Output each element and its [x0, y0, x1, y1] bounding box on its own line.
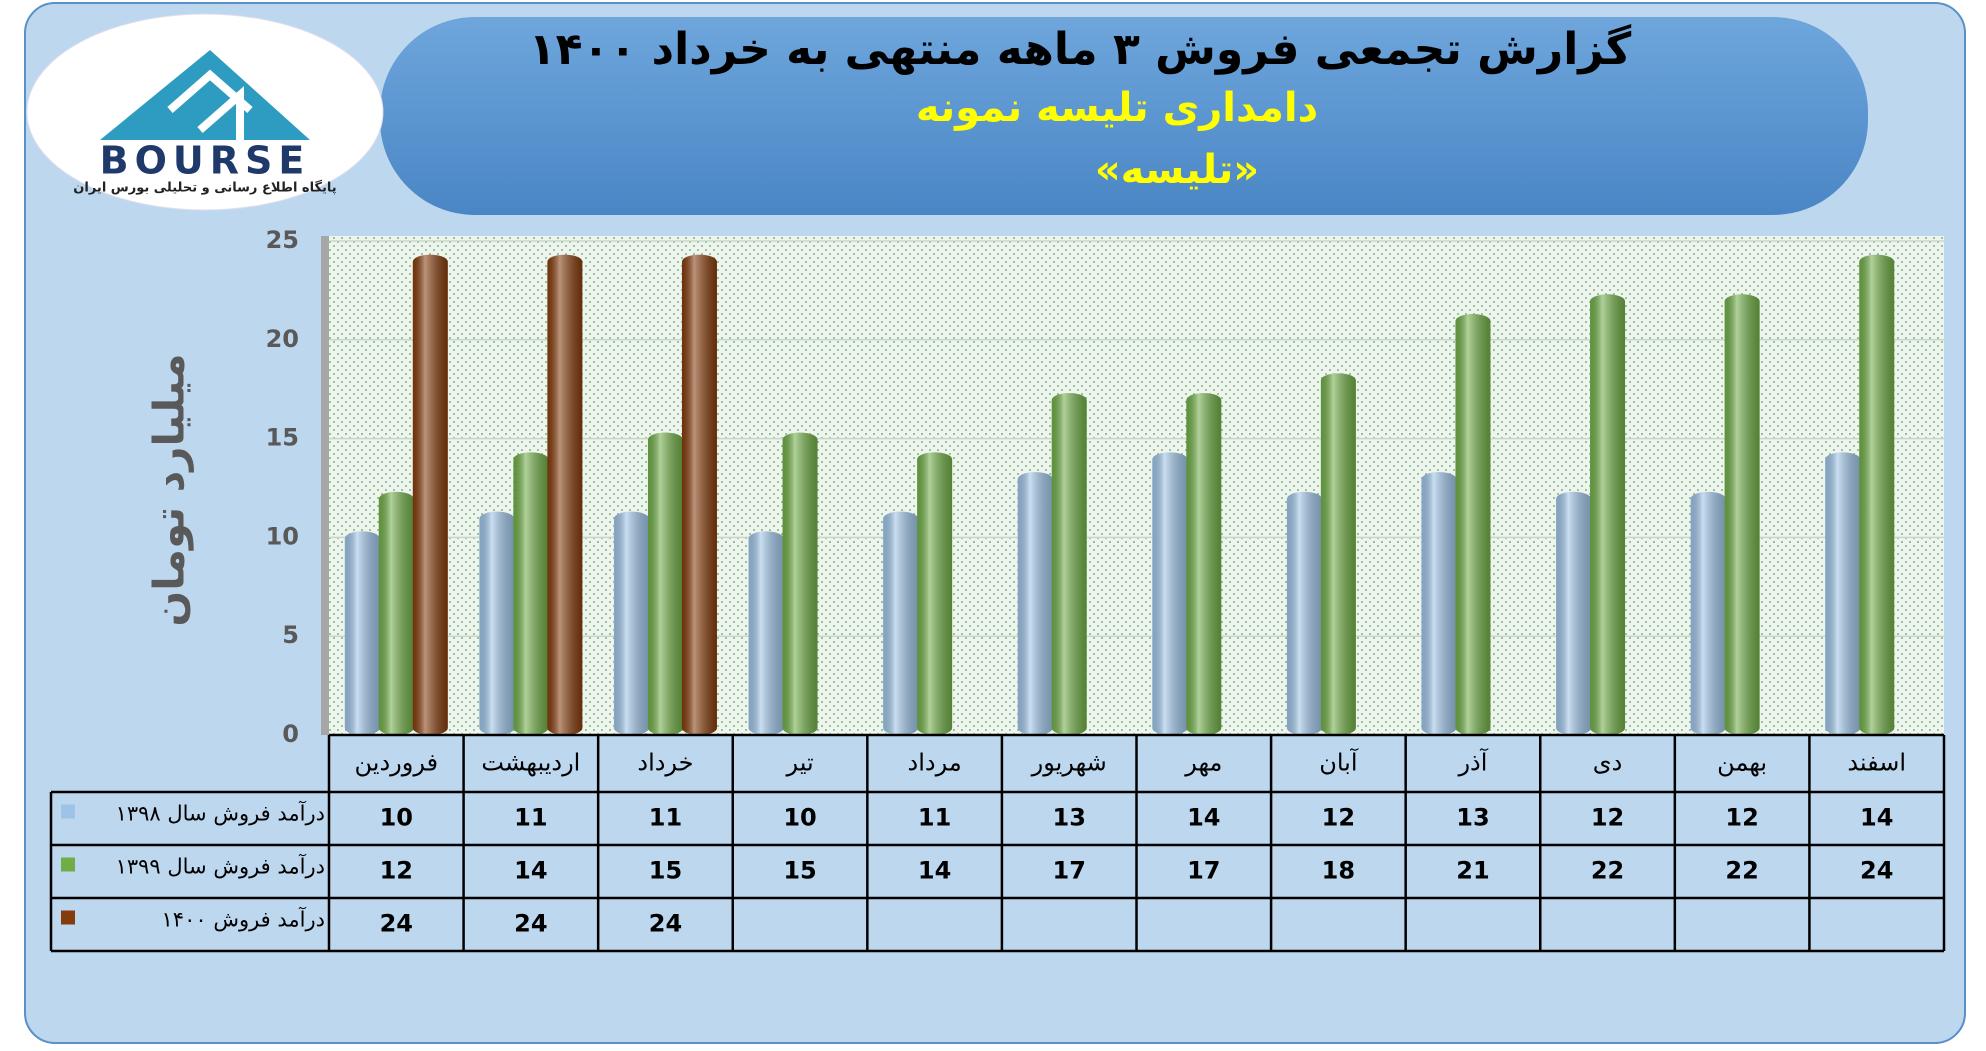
- table-value: 15: [783, 857, 816, 885]
- table-value: 14: [1860, 804, 1893, 832]
- bar-shine: [513, 452, 549, 735]
- bar-shine: [1421, 472, 1457, 735]
- table-value: 14: [918, 857, 951, 885]
- x-tick-label: فروردین: [355, 749, 439, 777]
- bar-shine: [547, 254, 583, 735]
- table-value: 10: [380, 804, 413, 832]
- logo-mark: [167, 69, 253, 140]
- bar-shine: [748, 531, 784, 735]
- bar-shine: [1859, 254, 1895, 735]
- bar-shine: [613, 511, 649, 735]
- y-tick-label: 5: [282, 621, 299, 649]
- legend-swatch: [61, 857, 75, 872]
- legend-label: درآمد فروش سال ۱۳۹۸: [116, 801, 325, 826]
- y-axis-label: میلیارد تومان: [145, 353, 195, 626]
- x-tick-label: دی: [1593, 749, 1622, 777]
- bar-shine: [647, 432, 683, 735]
- bar-shine: [1690, 491, 1726, 735]
- bar-shine: [883, 511, 919, 735]
- y-axis-wall: [321, 236, 329, 735]
- bar-shine: [479, 511, 515, 735]
- table-value: 11: [514, 804, 547, 832]
- plot-area: [329, 236, 1944, 735]
- legend-label: درآمد فروش سال ۱۳۹۹: [116, 854, 325, 879]
- table-value: 11: [649, 804, 682, 832]
- table-value: 24: [380, 910, 413, 938]
- bar-shine: [1017, 472, 1053, 735]
- table-value: 11: [918, 804, 951, 832]
- table-value: 12: [380, 857, 413, 885]
- table-value: 12: [1725, 804, 1758, 832]
- table-value: 14: [1187, 804, 1220, 832]
- legend-swatch: [61, 910, 75, 925]
- y-tick-label: 10: [266, 522, 299, 550]
- table-value: 24: [1860, 857, 1893, 885]
- x-tick-label: مرداد: [908, 749, 962, 777]
- x-tick-label: بهمن: [1717, 749, 1767, 777]
- y-tick-label: 20: [266, 325, 299, 353]
- legend-swatch: [61, 804, 75, 819]
- chart-subtitle: دامداری تلیسه نمونه: [916, 85, 1318, 131]
- bar-shine: [1152, 452, 1188, 735]
- bar-shine: [1186, 393, 1222, 735]
- x-tick-label: اسفند: [1847, 749, 1906, 777]
- table-value: 22: [1725, 857, 1758, 885]
- legend-label: درآمد فروش ۱۴۰۰: [162, 907, 325, 932]
- bar-shine: [1051, 393, 1087, 735]
- y-tick-label: 25: [266, 226, 299, 254]
- x-tick-label: مهر: [1184, 749, 1222, 777]
- x-tick-label: شهریور: [1031, 749, 1107, 777]
- table-value: 17: [1053, 857, 1086, 885]
- bar-shine: [782, 432, 818, 735]
- bar-shine: [378, 491, 414, 735]
- bar-shine: [1286, 491, 1322, 735]
- bar-shine: [344, 531, 380, 735]
- bar-shine: [412, 254, 448, 735]
- bar-shine: [1455, 314, 1491, 735]
- x-tick-label: آبان: [1319, 748, 1359, 777]
- bar-shine: [917, 452, 953, 735]
- bar-shine: [1825, 452, 1861, 735]
- y-tick-label: 0: [282, 720, 299, 748]
- table-value: 15: [649, 857, 682, 885]
- table-value: 24: [649, 910, 682, 938]
- chart-title: گزارش تجمعی فروش ۳ ماهه منتهی به خرداد ۱…: [529, 23, 1632, 75]
- table-value: 21: [1456, 857, 1489, 885]
- y-tick-label: 15: [266, 424, 299, 452]
- header-band: [380, 17, 1868, 215]
- x-tick-label: خرداد: [637, 749, 693, 777]
- table-value: 24: [514, 910, 547, 938]
- table-value: 12: [1322, 804, 1355, 832]
- chart-subtitle-2: «تلیسه»: [1095, 147, 1259, 193]
- logo-name: BOURSE: [100, 139, 311, 183]
- logo-triangle: [100, 50, 310, 140]
- table-value: 13: [1456, 804, 1489, 832]
- bar-shine: [681, 254, 717, 735]
- bar-shine: [1590, 294, 1626, 735]
- table-value: 18: [1322, 857, 1355, 885]
- table-value: 10: [783, 804, 816, 832]
- bar-shine: [1320, 373, 1356, 735]
- table-value: 12: [1591, 804, 1624, 832]
- bar-shine: [1556, 491, 1592, 735]
- table-value: 14: [514, 857, 547, 885]
- bar-shine: [1724, 294, 1760, 735]
- logo-tagline: پایگاه اطلاع رسانی و تحلیلی بورس ایران: [73, 180, 336, 196]
- x-tick-label: اردیبهشت: [481, 749, 580, 777]
- table-value: 22: [1591, 857, 1624, 885]
- table-value: 13: [1053, 804, 1086, 832]
- x-tick-label: تیر: [785, 749, 813, 777]
- x-tick-label: آذر: [1457, 748, 1488, 777]
- table-value: 17: [1187, 857, 1220, 885]
